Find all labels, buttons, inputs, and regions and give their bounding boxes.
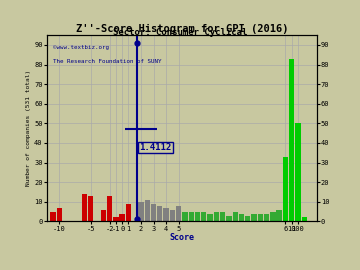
- Bar: [195, 212, 200, 221]
- Title: Z''-Score Histogram for GPI (2016): Z''-Score Histogram for GPI (2016): [76, 24, 288, 34]
- Bar: [50, 212, 56, 221]
- Bar: [239, 214, 244, 221]
- Bar: [82, 194, 87, 221]
- Bar: [226, 215, 231, 221]
- Text: ©www.textbiz.org: ©www.textbiz.org: [53, 45, 109, 50]
- Bar: [302, 217, 307, 221]
- Bar: [126, 204, 131, 221]
- Bar: [276, 210, 282, 221]
- Text: The Research Foundation of SUNY: The Research Foundation of SUNY: [53, 59, 162, 64]
- Bar: [245, 215, 251, 221]
- Bar: [270, 212, 275, 221]
- Bar: [207, 214, 213, 221]
- Bar: [214, 212, 219, 221]
- Bar: [189, 212, 194, 221]
- Bar: [295, 123, 301, 221]
- Text: 1.4112: 1.4112: [139, 143, 171, 152]
- Bar: [283, 157, 288, 221]
- Bar: [163, 208, 169, 221]
- Bar: [101, 210, 106, 221]
- Bar: [233, 212, 238, 221]
- Bar: [170, 210, 175, 221]
- Bar: [57, 208, 62, 221]
- Bar: [157, 206, 162, 221]
- Bar: [182, 212, 188, 221]
- Bar: [289, 59, 294, 221]
- Text: Sector: Consumer Cyclical: Sector: Consumer Cyclical: [113, 28, 247, 37]
- Bar: [113, 217, 118, 221]
- Bar: [176, 206, 181, 221]
- Bar: [201, 212, 206, 221]
- Bar: [220, 212, 225, 221]
- Bar: [107, 196, 112, 221]
- Bar: [251, 214, 257, 221]
- Bar: [88, 196, 94, 221]
- Bar: [264, 214, 269, 221]
- Bar: [138, 202, 144, 221]
- Bar: [151, 204, 156, 221]
- Y-axis label: Number of companies (531 total): Number of companies (531 total): [26, 70, 31, 186]
- Bar: [258, 214, 263, 221]
- Bar: [120, 214, 125, 221]
- X-axis label: Score: Score: [169, 233, 194, 242]
- Bar: [145, 200, 150, 221]
